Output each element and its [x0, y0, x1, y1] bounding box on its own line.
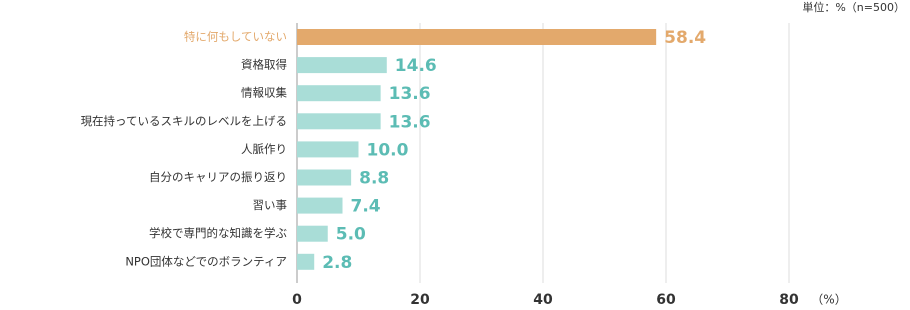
bar — [297, 57, 387, 74]
value-label: 10.0 — [367, 140, 409, 160]
bar — [297, 197, 343, 214]
x-tick-label: 20 — [410, 292, 430, 308]
bar — [297, 29, 657, 45]
value-label: 2.8 — [322, 253, 352, 273]
value-label: 8.8 — [359, 169, 389, 189]
value-label: 13.6 — [389, 112, 431, 132]
bar — [297, 169, 352, 186]
x-tick-label: 80 — [779, 292, 799, 308]
category-label: NPO団体などでのボランティア — [125, 254, 287, 268]
bar — [297, 113, 381, 130]
category-label: 情報収集 — [241, 86, 287, 100]
bar — [297, 141, 359, 158]
bar — [297, 253, 315, 270]
bar — [297, 85, 381, 102]
category-label: 特に何もしていない — [184, 30, 287, 44]
value-label: 58.4 — [664, 28, 706, 48]
category-label: 資格取得 — [241, 58, 287, 72]
x-tick-label: 0 — [292, 292, 302, 308]
value-label: 7.4 — [351, 197, 381, 217]
category-label: 現在持っているスキルのレベルを上げる — [81, 114, 287, 128]
category-label: 学校で専門的な知識を学ぶ — [149, 226, 287, 240]
x-tick-label: 40 — [533, 292, 553, 308]
note: 単位：%（n=500） — [802, 0, 905, 14]
x-unit: （%） — [811, 293, 846, 307]
category-label: 人脈作り — [241, 142, 287, 156]
x-tick-label: 60 — [656, 292, 676, 308]
category-label: 自分のキャリアの振り返り — [149, 170, 287, 184]
value-label: 13.6 — [389, 84, 431, 104]
value-label: 14.6 — [395, 56, 437, 76]
value-label: 5.0 — [336, 225, 366, 245]
category-label: 習い事 — [253, 198, 288, 212]
bar — [297, 225, 328, 242]
